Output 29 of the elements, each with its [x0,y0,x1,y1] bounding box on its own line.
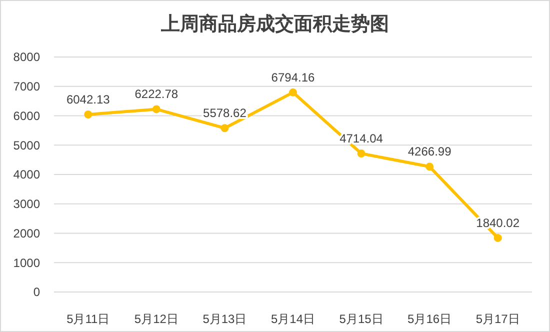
point [152,105,160,114]
chart-title: 上周商品房成交面积走势图 [160,13,389,35]
data-label: 6794.16 [271,70,316,84]
x-tick-label: 5月14日 [270,312,316,326]
x-tick-label: 5月16日 [408,312,452,326]
point [426,162,434,171]
x-tick-label: 5月15日 [339,312,384,326]
point [84,110,92,119]
x-tick-label: 5月17日 [476,312,520,326]
y-tick-label: 6000 [13,108,40,123]
x-tick-label: 5月12日 [134,312,178,326]
x-tick-label: 5月11日 [66,312,110,326]
data-label: 6042.13 [66,92,110,107]
point [289,88,297,96]
point [494,234,502,242]
y-tick-label: 3000 [13,197,40,212]
y-tick-label: 2000 [13,226,40,240]
data-label: 6222.78 [134,87,178,102]
y-tick-label: 0 [33,285,40,300]
point [357,150,366,158]
point [220,124,229,132]
y-tick-label: 4000 [13,168,40,182]
data-label: 4266.99 [408,144,452,159]
y-tick-label: 7000 [13,80,40,94]
y-tick-label: 5000 [13,138,40,152]
data-label: 5578.62 [203,106,247,120]
x-tick-label: 5月13日 [202,312,247,326]
y-tick-label: 1000 [13,256,40,270]
y-tick-label: 8000 [13,50,40,64]
